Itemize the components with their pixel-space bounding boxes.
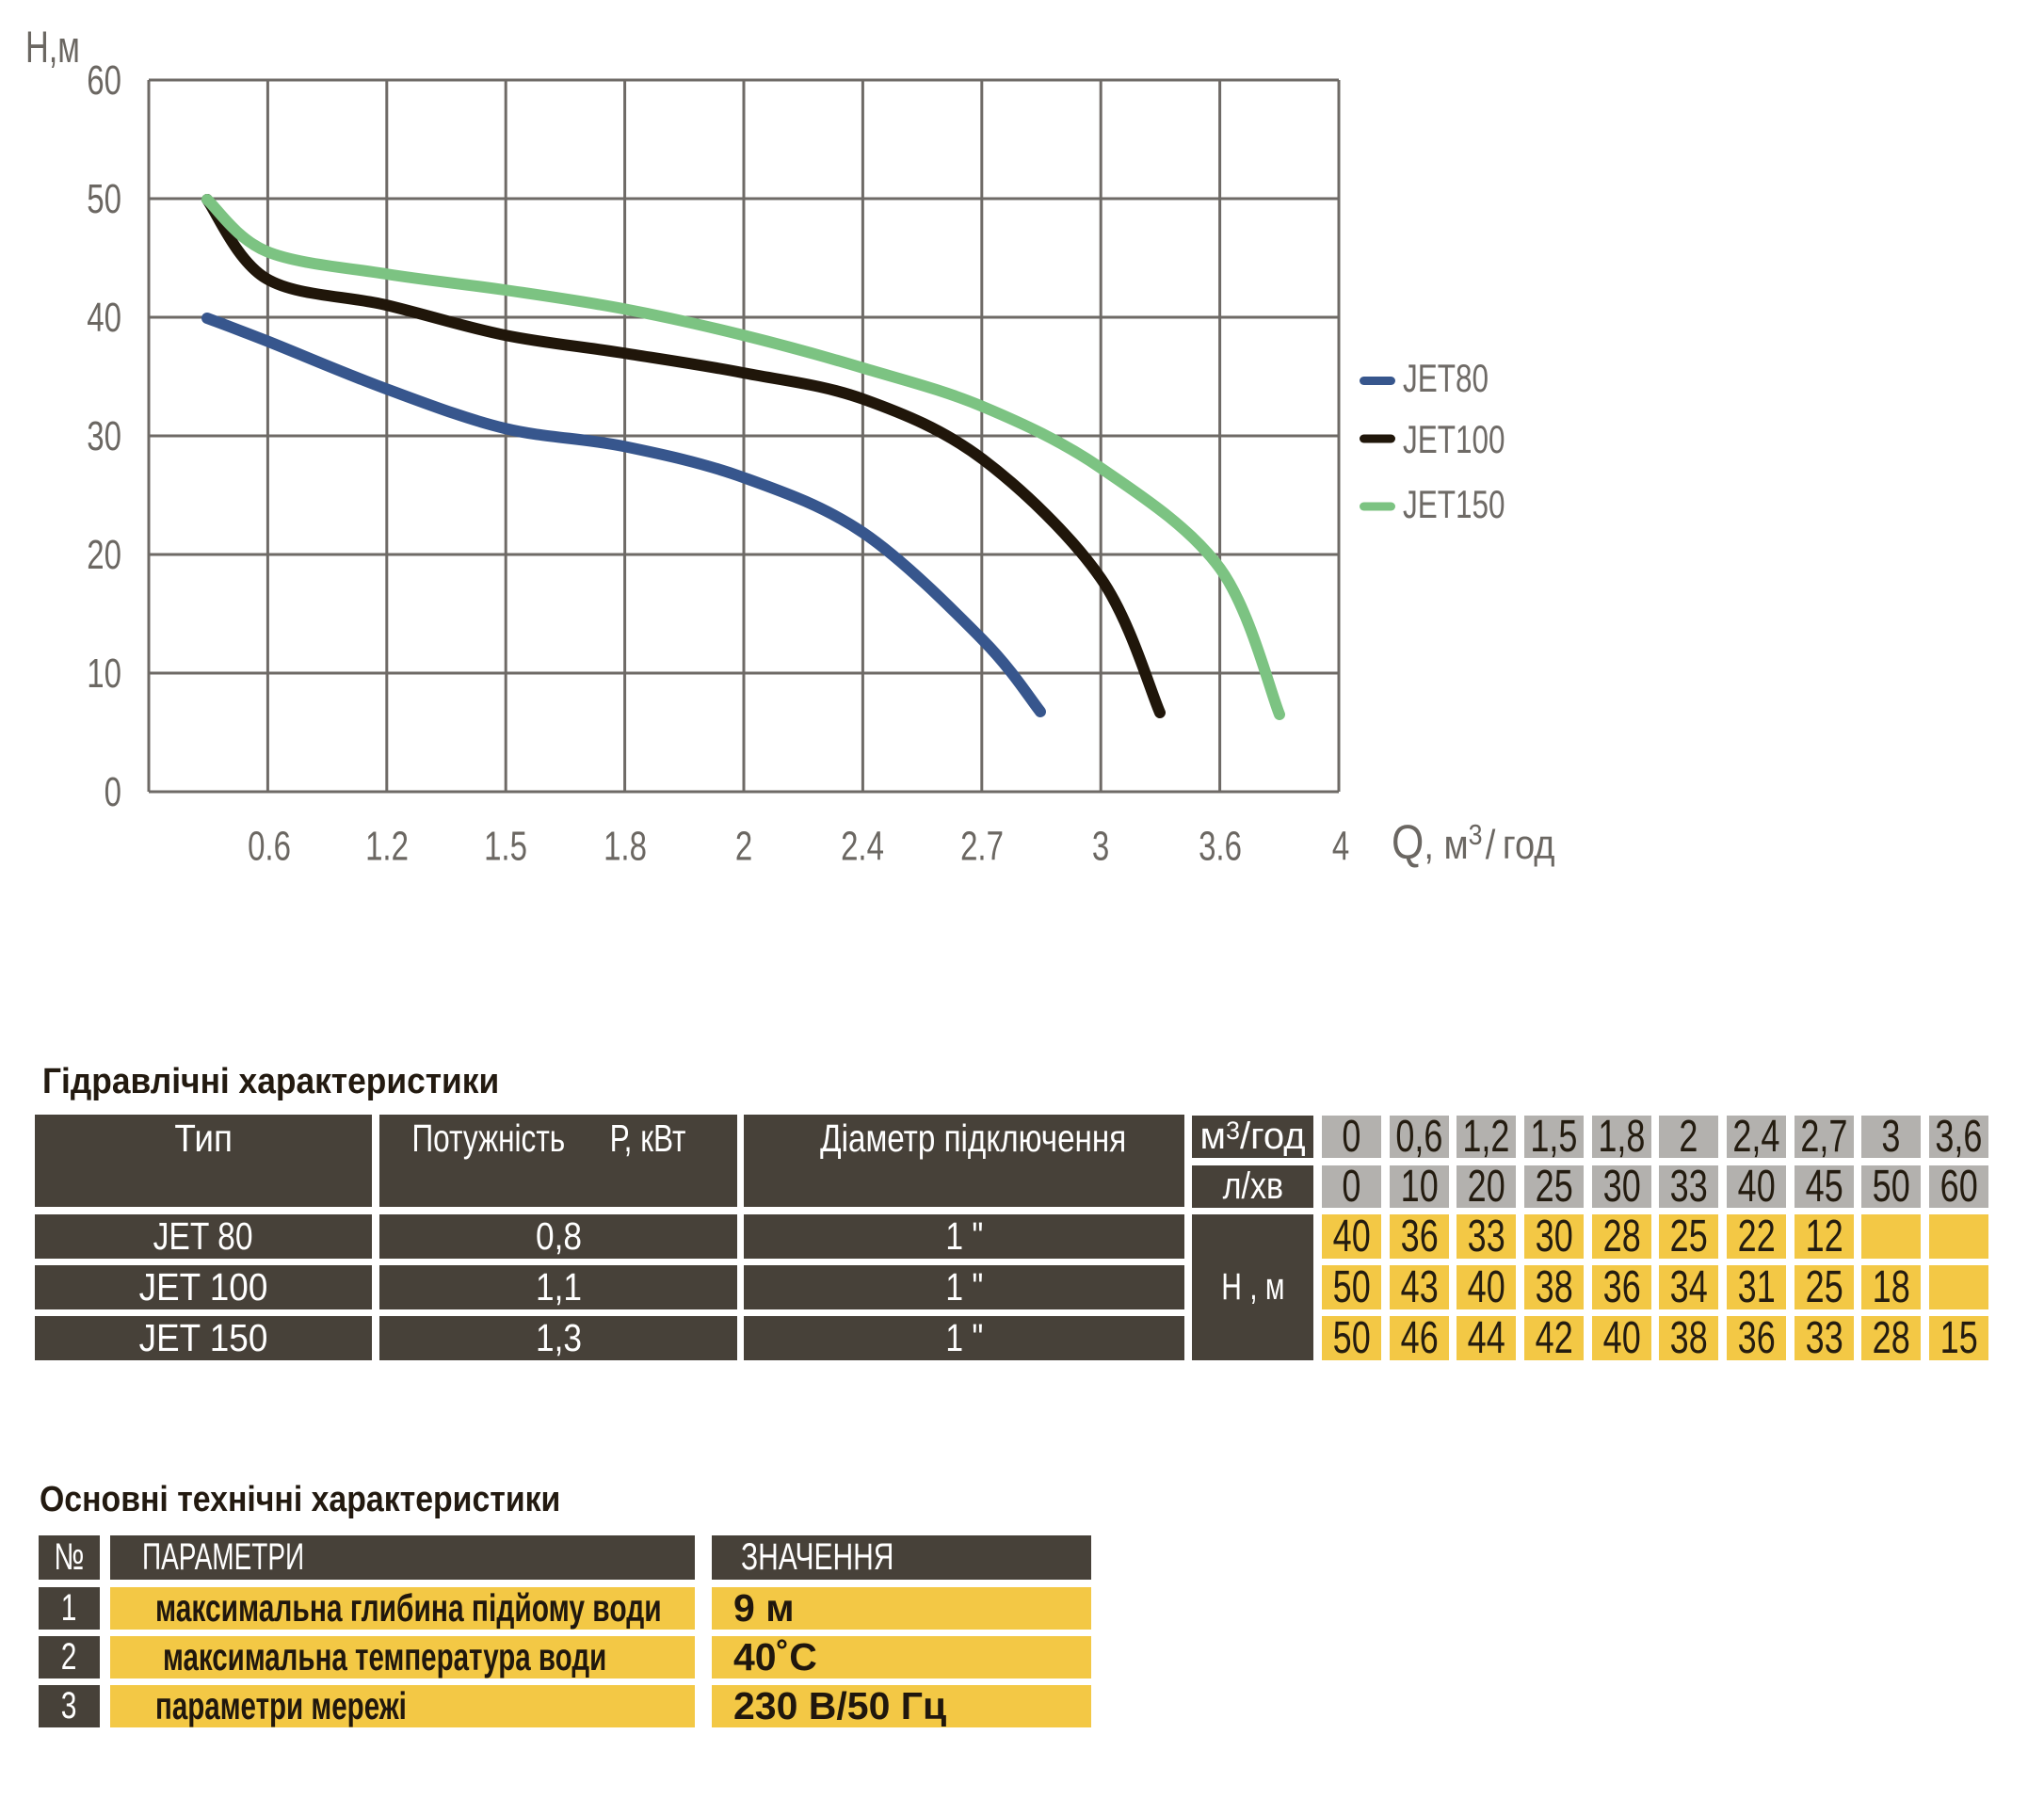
svg-text:1.2: 1.2 (365, 824, 409, 870)
svg-text:Н,м: Н,м (25, 23, 80, 72)
svg-text:50: 50 (87, 177, 121, 223)
svg-text:10: 10 (87, 651, 121, 698)
svg-text:60: 60 (87, 58, 121, 104)
svg-text:20: 20 (87, 533, 121, 579)
svg-text:JET100: JET100 (1403, 417, 1505, 462)
svg-text:40: 40 (87, 296, 121, 342)
svg-text:1.8: 1.8 (604, 824, 647, 870)
svg-text:2.4: 2.4 (841, 824, 884, 870)
svg-text:JET150: JET150 (1403, 482, 1505, 527)
svg-text:1.5: 1.5 (484, 824, 527, 870)
svg-text:0.6: 0.6 (248, 824, 291, 870)
svg-text:2: 2 (735, 824, 752, 870)
svg-text:JET80: JET80 (1403, 356, 1489, 401)
svg-text:3.6: 3.6 (1199, 824, 1242, 870)
svg-text:30: 30 (87, 414, 121, 460)
svg-text:Q, м3 / год: Q, м3 / год (1392, 816, 1554, 870)
svg-text:4: 4 (1332, 824, 1349, 870)
svg-text:0: 0 (105, 770, 121, 816)
svg-text:2.7: 2.7 (960, 824, 1004, 870)
svg-text:3: 3 (1092, 824, 1109, 870)
